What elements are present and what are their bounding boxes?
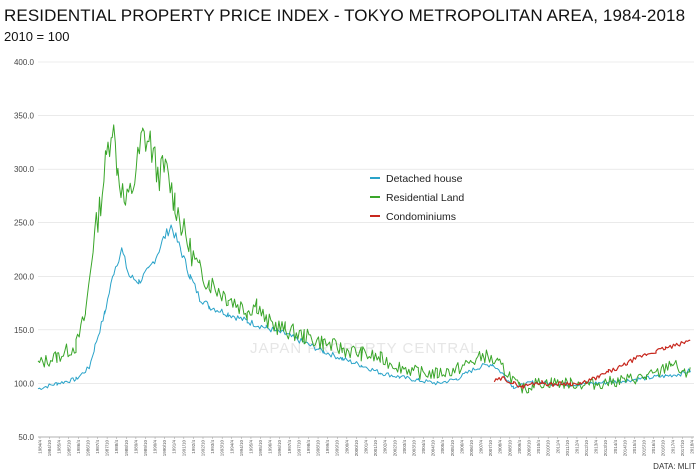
x-tick-label: 1998/10 xyxy=(316,440,321,457)
x-tick-label: 1989/4 xyxy=(133,440,138,454)
x-tick-label: 2006/10 xyxy=(469,440,474,457)
x-tick-label: 2013/4 xyxy=(594,440,599,454)
x-tick-label: 2010/4 xyxy=(536,440,541,454)
x-tick-label: 1990/10 xyxy=(162,440,167,457)
x-tick-label: 2012/4 xyxy=(574,440,579,454)
series-line-detached xyxy=(37,224,691,390)
x-tick-label: 2003/10 xyxy=(411,440,416,457)
chart-subtitle: 2010 = 100 xyxy=(4,29,70,44)
y-tick-label: 50.0 xyxy=(18,433,34,442)
x-tick-label: 1986/4 xyxy=(76,440,81,454)
x-tick-label: 1989/10 xyxy=(143,440,148,457)
legend: Detached house Residential Land Condominiu… xyxy=(370,173,464,223)
y-tick-label: 400.0 xyxy=(14,58,35,67)
y-tick-label: 100.0 xyxy=(14,379,35,388)
x-tick-label: 2005/4 xyxy=(440,440,445,454)
x-tick-label: 2001/4 xyxy=(364,440,369,454)
x-tick-label: 1984/10 xyxy=(47,440,52,457)
x-tick-label: 1991/4 xyxy=(172,440,177,454)
data-source: DATA: MLIT xyxy=(653,462,696,471)
x-tick-label: 2001/10 xyxy=(373,440,378,457)
x-tick-label: 2004/10 xyxy=(431,440,436,457)
x-tick-label: 2004/4 xyxy=(421,440,426,454)
x-tick-label: 2014/10 xyxy=(622,440,627,457)
x-tick-label: 1999/4 xyxy=(325,440,330,454)
y-tick-label: 300.0 xyxy=(14,165,35,174)
x-tick-label: 1985/10 xyxy=(66,440,71,457)
x-tick-label: 1990/4 xyxy=(153,440,158,454)
x-tick-label: 2012/10 xyxy=(584,440,589,457)
legend-label-land: Residential Land xyxy=(386,192,464,204)
chart-title: RESIDENTIAL PROPERTY PRICE INDEX - TOKYO… xyxy=(4,6,686,25)
grid-layer xyxy=(38,61,694,438)
x-tick-label: 2008/4 xyxy=(498,440,503,454)
x-tick-label: 1987/10 xyxy=(105,440,110,457)
x-tick-label: 2011/10 xyxy=(565,440,570,456)
x-tick-label: 1995/10 xyxy=(258,440,263,457)
x-tick-label: 1996/4 xyxy=(268,440,273,454)
y-tick-label: 200.0 xyxy=(14,272,35,281)
y-tick-label: 250.0 xyxy=(14,219,35,228)
x-tick-label: 1984/4 xyxy=(38,440,43,454)
x-tick-label: 1988/10 xyxy=(124,440,129,457)
x-tick-label: 2007/4 xyxy=(479,440,484,454)
x-tick-label: 2015/10 xyxy=(642,440,647,457)
legend-label-detached: Detached house xyxy=(386,173,463,185)
x-tick-label: 1998/4 xyxy=(306,440,311,454)
x-tick-label: 2010/10 xyxy=(546,440,551,457)
x-tick-label: 2000/10 xyxy=(354,440,359,457)
x-tick-label: 2009/4 xyxy=(517,440,522,454)
x-tick-label: 2011/4 xyxy=(555,440,560,454)
y-tick-label: 350.0 xyxy=(14,112,35,121)
watermark: JAPAN PROPERTY CENTRAL xyxy=(250,340,480,357)
legend-label-condo: Condominiums xyxy=(386,211,456,223)
x-tick-label: 1995/4 xyxy=(248,440,253,454)
x-tick-label: 2002/4 xyxy=(383,440,388,454)
series-line-condo xyxy=(493,339,691,390)
x-tick-label: 2016/10 xyxy=(661,440,666,457)
x-tick-label: 2014/4 xyxy=(613,440,618,454)
x-tick-label: 1997/4 xyxy=(287,440,292,454)
x-tick-label: 1997/10 xyxy=(296,440,301,457)
x-tick-label: 2009/10 xyxy=(527,440,532,457)
x-tick-label: 2007/10 xyxy=(488,440,493,457)
x-tick-label: 1991/10 xyxy=(181,440,186,457)
x-tick-label: 1987/4 xyxy=(95,440,100,454)
x-tick-label: 1985/4 xyxy=(57,440,62,454)
x-tick-label: 2005/10 xyxy=(450,440,455,457)
x-tick-label: 2008/10 xyxy=(507,440,512,457)
series-line-land xyxy=(37,124,691,394)
x-tick-label: 2017/10 xyxy=(680,440,685,457)
x-tick-label: 1999/10 xyxy=(335,440,340,457)
x-tick-label: 1994/10 xyxy=(239,440,244,457)
x-tick-label: 1992/10 xyxy=(201,440,206,457)
y-tick-label: 150.0 xyxy=(14,326,35,335)
x-tick-label: 2002/10 xyxy=(392,440,397,457)
x-tick-label: 2013/10 xyxy=(603,440,608,457)
x-tick-label: 1988/4 xyxy=(114,440,119,454)
axis-layer: 50.0 100.0 150.0 200.0 250.0 300.0 350.0 400.0 1… xyxy=(14,58,695,456)
x-tick-label: 2015/4 xyxy=(632,440,637,454)
x-tick-label: 1996/10 xyxy=(277,440,282,457)
x-tick-label: 2016/4 xyxy=(651,440,656,454)
x-tick-label: 2018/4 xyxy=(690,440,695,454)
x-tick-label: 1993/4 xyxy=(210,440,215,454)
x-tick-label: 2003/4 xyxy=(402,440,407,454)
x-tick-label: 2017/4 xyxy=(670,440,675,454)
series-layer xyxy=(37,124,691,394)
x-tick-label: 1992/4 xyxy=(191,440,196,454)
x-tick-label: 2006/4 xyxy=(459,440,464,454)
x-tick-label: 2000/4 xyxy=(344,440,349,454)
x-tick-label: 1993/10 xyxy=(220,440,225,457)
x-tick-label: 1994/4 xyxy=(229,440,234,454)
x-tick-label: 1986/10 xyxy=(85,440,90,457)
